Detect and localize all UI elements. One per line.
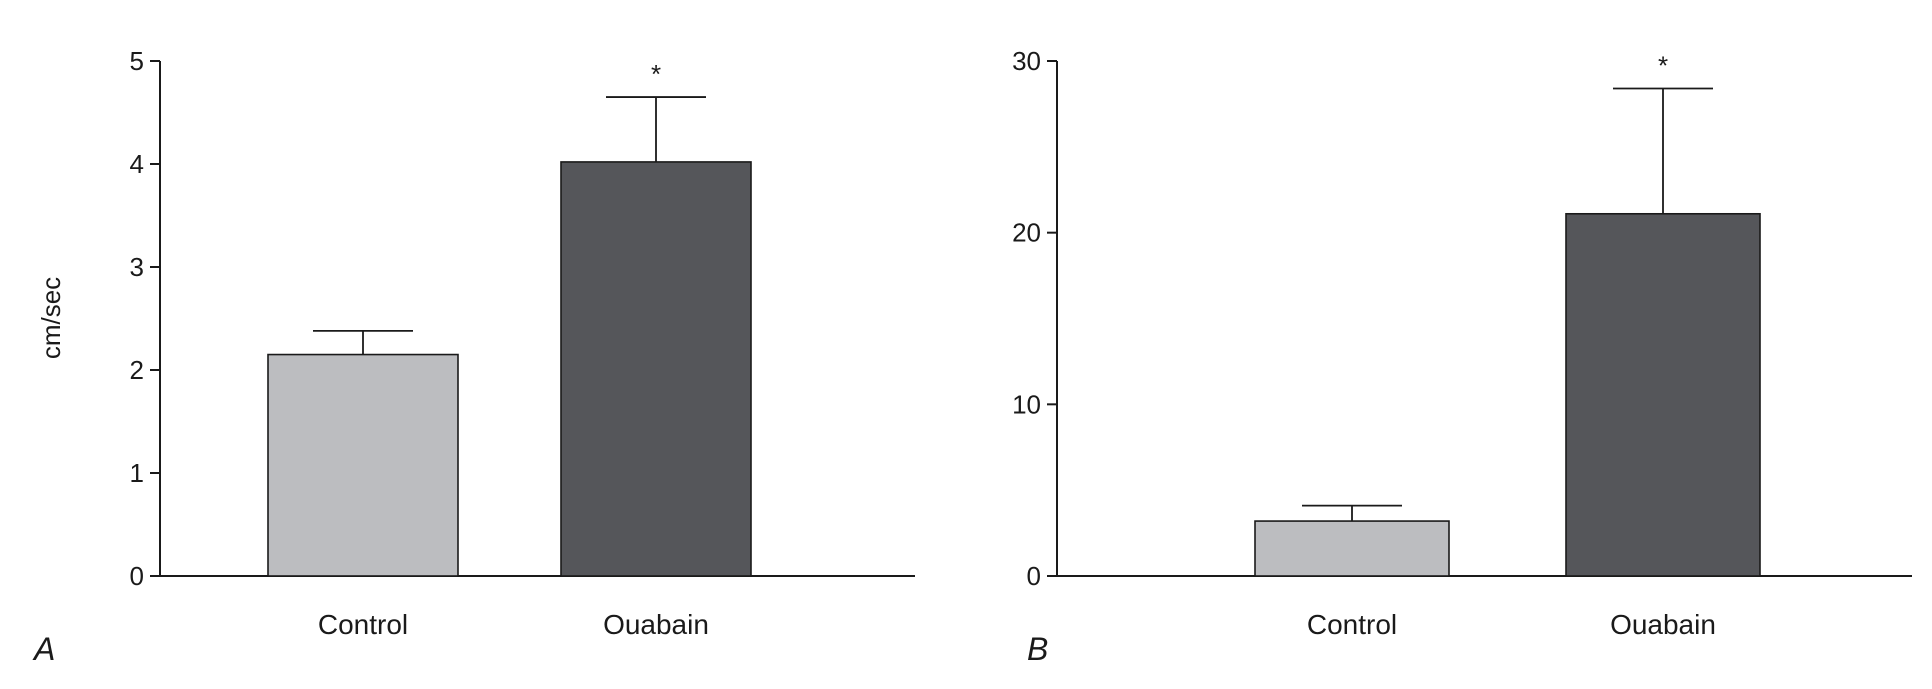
panel-a-y-tick-label: 3 xyxy=(130,252,144,282)
panel-b-y-tick-label: 0 xyxy=(1027,561,1041,591)
panel-b-category-label-ouabain: Ouabain xyxy=(1610,609,1716,640)
panel-a-category-label-control: Control xyxy=(318,609,408,640)
panel-a-y-tick-label: 0 xyxy=(130,561,144,591)
panel-b-category-label-control: Control xyxy=(1307,609,1397,640)
panel-b-bar-control xyxy=(1254,520,1450,577)
panel-a-category-label-ouabain: Ouabain xyxy=(603,609,709,640)
panel-a: A cm/sec 0 1 2 3 4 5 Control Ouabain * xyxy=(32,46,915,667)
panel-b-significance-marker: * xyxy=(1658,50,1668,80)
panel-b: B 0 10 20 30 Control Ouabain * xyxy=(1012,46,1912,667)
panel-a-letter: A xyxy=(32,631,55,667)
panel-a-bar-ouabain xyxy=(560,161,752,577)
panel-a-y-tick-label: 1 xyxy=(130,458,144,488)
panel-a-bar-control xyxy=(267,353,459,577)
panel-a-y-tick-label: 4 xyxy=(130,149,144,179)
panel-b-bar-ouabain xyxy=(1565,212,1761,577)
panel-b-y-tick-label: 10 xyxy=(1012,389,1041,419)
panel-a-y-axis-title: cm/sec xyxy=(36,277,66,359)
panel-a-y-tick-label: 2 xyxy=(130,355,144,385)
panel-a-y-tick-label: 5 xyxy=(130,46,144,76)
panel-b-y-tick-label: 20 xyxy=(1012,218,1041,248)
panel-b-letter: B xyxy=(1027,631,1048,667)
panel-a-significance-marker: * xyxy=(651,59,661,89)
panel-b-y-tick-label: 30 xyxy=(1012,46,1041,76)
